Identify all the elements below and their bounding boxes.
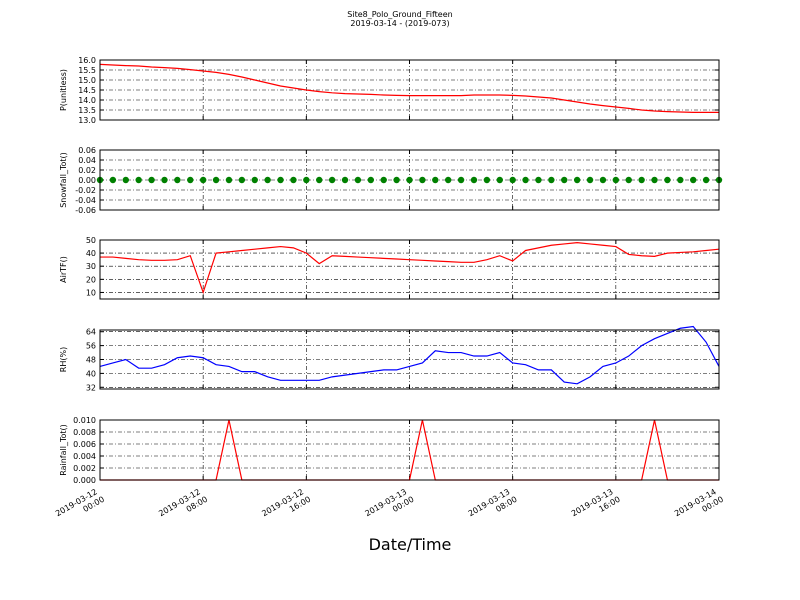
y-tick-label: 0.00 xyxy=(78,176,96,185)
line xyxy=(99,325,720,385)
y-tick-label: 0.004 xyxy=(73,452,96,461)
point xyxy=(380,176,387,184)
point xyxy=(328,176,336,184)
point xyxy=(225,176,233,184)
y-axis-label: P(unitless) xyxy=(59,69,68,111)
line xyxy=(100,242,720,295)
y-tick-label: 40 xyxy=(86,249,96,258)
y-tick-label: -0.02 xyxy=(75,186,96,195)
y-tick-label: 10 xyxy=(86,288,96,297)
point xyxy=(199,176,207,184)
point xyxy=(677,176,684,184)
y-tick-label: 30 xyxy=(86,262,96,271)
plot-frame xyxy=(99,419,720,481)
point xyxy=(509,176,516,184)
point xyxy=(432,176,439,184)
y-tick-label: 56 xyxy=(86,342,96,351)
point xyxy=(625,176,632,184)
point xyxy=(109,176,117,184)
point xyxy=(457,176,465,184)
point xyxy=(251,176,258,184)
y-axis-label: AirTF() xyxy=(59,256,68,283)
plot-frame xyxy=(99,149,720,211)
chart-title: Site8_Polo_Ground_Fifteen xyxy=(347,10,452,19)
point xyxy=(561,176,568,184)
point xyxy=(638,176,645,184)
plot-frame xyxy=(99,239,720,300)
y-tick-label: 0.008 xyxy=(73,428,96,437)
y-tick-label: 0.010 xyxy=(73,416,96,425)
point xyxy=(303,176,310,184)
y-tick-label: 0.002 xyxy=(73,464,96,473)
y-axis-label: RH(%) xyxy=(59,347,68,372)
point xyxy=(470,176,478,184)
y-tick-label: -0.06 xyxy=(75,206,96,215)
y-tick-label: 0.006 xyxy=(73,440,96,449)
point xyxy=(599,176,607,184)
y-axis-label: Rainfall_Tot() xyxy=(59,424,68,476)
point xyxy=(535,176,542,184)
y-tick-label: 0.04 xyxy=(78,156,96,165)
y-tick-label: 13.0 xyxy=(78,116,96,125)
y-tick-label: 15.0 xyxy=(78,76,96,85)
point xyxy=(573,176,581,184)
point xyxy=(393,176,400,184)
x-axis-label: Date/Time xyxy=(369,535,452,554)
point xyxy=(406,176,413,184)
y-tick-label: 0.06 xyxy=(78,146,96,155)
y-tick-label: 20 xyxy=(86,275,96,284)
y-tick-label: 64 xyxy=(86,328,96,337)
y-tick-label: 14.5 xyxy=(78,86,96,95)
y-tick-label: 15.5 xyxy=(78,66,96,75)
point xyxy=(612,176,620,184)
point xyxy=(174,176,181,184)
point xyxy=(367,176,375,184)
point xyxy=(419,176,426,184)
point xyxy=(316,176,323,184)
point xyxy=(277,176,284,184)
point xyxy=(187,176,194,184)
y-tick-label: 0.02 xyxy=(78,166,96,175)
y-tick-label: 50 xyxy=(86,236,96,245)
y-tick-label: 0.000 xyxy=(73,476,96,485)
point xyxy=(651,176,658,184)
point xyxy=(290,176,297,184)
y-tick-label: -0.04 xyxy=(75,196,96,205)
point xyxy=(148,176,155,184)
y-tick-label: 48 xyxy=(86,356,96,365)
point xyxy=(122,176,129,184)
plot-frame xyxy=(99,329,720,390)
point xyxy=(341,176,349,184)
y-tick-label: 16.0 xyxy=(78,56,96,65)
point xyxy=(264,176,271,184)
point xyxy=(161,176,168,184)
point xyxy=(135,176,142,184)
point xyxy=(496,176,503,184)
point xyxy=(444,176,452,184)
plot-frame xyxy=(99,59,720,121)
point xyxy=(238,176,246,184)
point xyxy=(690,176,697,184)
y-axis-label: Snowfall_Tot() xyxy=(59,152,68,208)
y-tick-label: 32 xyxy=(86,383,96,392)
point xyxy=(354,176,362,184)
point xyxy=(212,176,220,184)
line xyxy=(99,63,719,113)
y-tick-label: 40 xyxy=(86,369,96,378)
point xyxy=(702,176,710,184)
point xyxy=(522,176,529,184)
point xyxy=(483,176,491,184)
point xyxy=(548,176,555,184)
point xyxy=(586,176,594,184)
point xyxy=(664,176,671,184)
chart-subtitle: 2019-03-14 - (2019-073) xyxy=(350,19,449,28)
y-tick-label: 14.0 xyxy=(78,96,96,105)
y-tick-label: 13.5 xyxy=(78,106,96,115)
